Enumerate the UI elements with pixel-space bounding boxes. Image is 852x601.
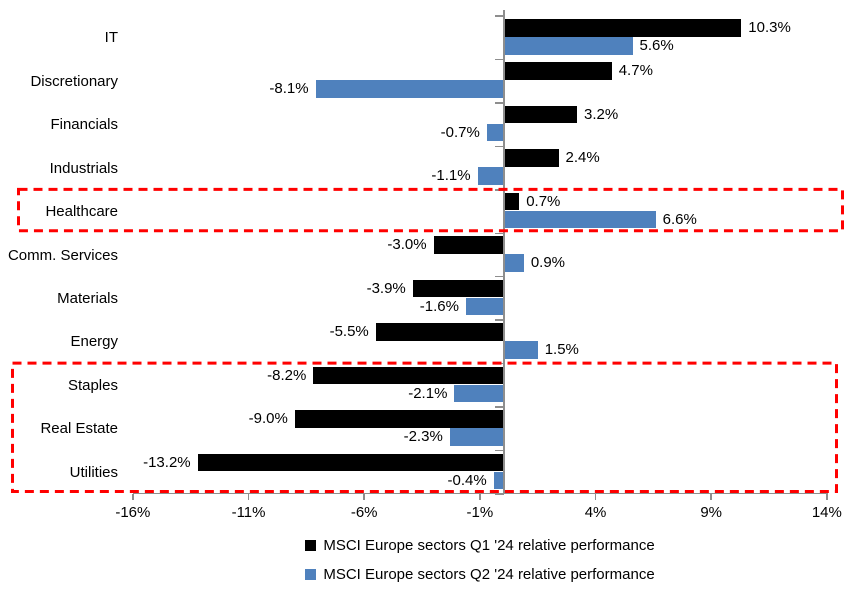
value-label-q2-industrials: -1.1% [431, 167, 471, 185]
bar-q2-utilities [493, 471, 503, 490]
bar-q1-real-estate [294, 410, 503, 428]
x-axis-tick-9 [710, 494, 712, 500]
value-label-q2-it: 5.6% [639, 37, 674, 54]
category-axis-tick [495, 232, 504, 235]
x-axis-tick-label-1: -1% [466, 504, 494, 521]
x-axis-tick-4 [594, 494, 597, 500]
category-label-comm-services: Comm. Services [7, 246, 118, 264]
category-label-real-estate: Real Estate [40, 420, 118, 438]
legend: MSCI Europe sectors Q1 '24 relative perf… [133, 536, 827, 584]
value-label-q1-discretionary: 4.7% [618, 62, 653, 80]
legend-item-q1: MSCI Europe sectors Q1 '24 relative perf… [305, 536, 655, 555]
value-label-q2-utilities: -0.4% [447, 471, 487, 489]
bar-q2-it [503, 37, 633, 55]
bar-q1-financials [503, 105, 578, 124]
bar-q2-discretionary [315, 80, 503, 98]
value-label-q1-real-estate: -9.0% [248, 410, 288, 428]
bar-q2-materials [465, 297, 503, 316]
category-label-materials: Materials [57, 289, 118, 307]
x-axis-tick-label-11: -11% [231, 504, 266, 521]
bar-q1-discretionary [503, 62, 612, 80]
bar-q2-staples [454, 384, 503, 403]
bar-q2-financials [486, 123, 503, 142]
legend-label-q2: MSCI Europe sectors Q2 '24 relative perf… [323, 566, 655, 583]
legend-swatch-q2-icon [305, 569, 317, 580]
bar-q1-it [503, 19, 742, 37]
category-label-financials: Financials [50, 116, 118, 134]
x-axis-tick-label-4: 4% [584, 504, 607, 521]
value-label-q2-staples: -2.1% [408, 384, 448, 402]
category-label-utilities: Utilities [69, 463, 118, 481]
legend-swatch-q1-icon [305, 540, 317, 551]
category-axis-tick [495, 102, 504, 104]
bar-q1-industrials [503, 149, 559, 167]
category-axis-tick [495, 15, 504, 17]
category-label-it: IT [104, 29, 118, 47]
x-axis-tick-label-6: -6% [350, 504, 378, 521]
value-label-q2-financials: -0.7% [440, 123, 480, 141]
legend-label-q1: MSCI Europe sectors Q1 '24 relative perf… [323, 537, 655, 554]
value-label-q1-materials: -3.9% [366, 279, 406, 297]
category-label-staples: Staples [67, 376, 118, 394]
category-axis-tick [495, 58, 504, 61]
category-axis-tick [495, 319, 504, 321]
value-label-q2-materials: -1.6% [419, 297, 459, 315]
x-axis-tick-6 [363, 494, 365, 500]
value-label-q1-healthcare: 0.7% [526, 192, 561, 210]
value-label-q1-industrials: 2.4% [565, 149, 600, 167]
value-label-q1-energy: -5.5% [329, 323, 369, 341]
category-label-energy: Energy [70, 333, 118, 351]
bar-q1-healthcare [503, 192, 520, 211]
value-label-q1-financials: 3.2% [584, 105, 619, 123]
bar-q2-industrials [477, 167, 503, 185]
value-label-q2-comm-services: 0.9% [530, 254, 566, 272]
x-axis-tick-14 [826, 494, 828, 500]
value-axis-line [133, 492, 828, 494]
category-axis-tick [495, 145, 504, 148]
value-label-q1-utilities: -13.2% [143, 453, 191, 471]
healthcare-highlight-box [17, 187, 844, 233]
category-label-industrials: Industrials [49, 159, 118, 177]
value-label-q1-it: 10.3% [748, 19, 791, 36]
bar-q1-comm-services [433, 236, 503, 254]
bar-q1-staples [313, 366, 503, 385]
category-label-healthcare: Healthcare [45, 203, 118, 221]
bar-q2-healthcare [503, 210, 656, 229]
category-axis-line [503, 10, 505, 494]
value-label-q2-energy: 1.5% [544, 341, 579, 359]
value-label-q1-comm-services: -3.0% [387, 236, 427, 254]
bar-q2-comm-services [503, 254, 524, 272]
bar-q1-materials [412, 279, 503, 298]
value-label-q2-real-estate: -2.3% [403, 428, 443, 446]
bar-q2-real-estate [449, 428, 503, 446]
x-axis-tick-1 [479, 494, 481, 500]
bar-q1-utilities [197, 453, 503, 472]
value-label-q2-healthcare: 6.6% [662, 210, 697, 228]
value-label-q2-discretionary: -8.1% [269, 80, 309, 98]
category-label-discretionary: Discretionary [30, 72, 118, 90]
value-label-q1-staples: -8.2% [267, 366, 307, 384]
x-axis-tick-11 [247, 494, 250, 500]
x-axis-tick-label-14: 14% [811, 504, 842, 521]
x-axis-tick-16 [132, 494, 134, 500]
x-axis-tick-label-16: -16% [115, 504, 151, 521]
category-axis-tick [495, 493, 504, 495]
bar-q2-energy [503, 341, 538, 359]
category-axis-tick [495, 275, 504, 278]
x-axis-tick-label-9: 9% [700, 504, 723, 521]
legend-item-q2: MSCI Europe sectors Q2 '24 relative perf… [305, 565, 655, 584]
bar-q1-energy [375, 323, 503, 341]
